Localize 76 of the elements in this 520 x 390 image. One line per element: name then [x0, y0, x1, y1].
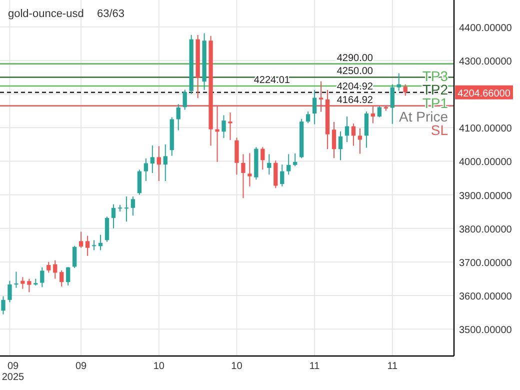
- candlestick: [60, 270, 64, 287]
- candlestick: [332, 121, 336, 159]
- text: gold-ounce-usd: [8, 8, 84, 20]
- y-tick-label: 3800.00000: [459, 224, 512, 236]
- ref-line-label: 4164.92: [336, 94, 374, 106]
- x-tick-label: 10: [153, 361, 165, 372]
- candlestick: [280, 164, 284, 187]
- candlestick: [53, 260, 58, 280]
- candlestick: [241, 154, 246, 199]
- candlestick: [130, 196, 136, 216]
- candlestick: [124, 196, 129, 222]
- candlestick: [85, 235, 90, 256]
- candlestick: [78, 231, 84, 248]
- candlestick: [111, 204, 116, 229]
- candlestick: [137, 169, 142, 196]
- y-tick-label: 4100.00000: [459, 124, 512, 135]
- candlestick: [260, 146, 265, 170]
- y-tick-label: 4300.00000: [459, 56, 512, 68]
- candlestick: [20, 276, 25, 290]
- text: 63/63: [97, 8, 125, 20]
- candlestick: [1, 296, 6, 315]
- candlestick: [222, 114, 226, 139]
- y-tick-label: 3700.00000: [459, 258, 512, 269]
- ref-line-label: 4290.00: [336, 52, 374, 64]
- x-tick-label: 09 2025: [2, 361, 25, 383]
- x-tick-label: 11: [309, 361, 320, 372]
- y-tick-label: 3500.00000: [459, 325, 512, 336]
- candlestick: [234, 137, 239, 176]
- x-tick-label: 09: [76, 361, 88, 372]
- candlestick: [267, 154, 272, 176]
- ref-line-label: 4224.01: [254, 74, 290, 86]
- x-tick-label: 11: [387, 361, 398, 372]
- ref-line-label: 4250.00: [336, 66, 374, 78]
- candlestick: [46, 261, 51, 274]
- candlestick: [318, 80, 324, 112]
- candlestick: [377, 106, 382, 118]
- candlestick: [40, 266, 44, 288]
- candlestick: [144, 158, 148, 182]
- candlestick: [306, 111, 310, 124]
- candlestick: [338, 130, 343, 161]
- candlestick: [344, 116, 350, 143]
- candlestick: [293, 152, 298, 167]
- candlestick: [364, 111, 369, 148]
- candlestick: [228, 112, 232, 141]
- x-tick-label: 10: [231, 361, 243, 372]
- candlestick: [66, 266, 70, 286]
- candlestick: [403, 84, 408, 96]
- candlestick: [358, 128, 362, 154]
- text: SL: [430, 122, 448, 138]
- candlestick: [27, 278, 32, 293]
- candlestick: [72, 245, 77, 269]
- candlestick: [396, 72, 401, 92]
- candlestick: [351, 123, 356, 146]
- candlestick: [182, 89, 187, 110]
- candlestick: [14, 271, 18, 288]
- candlestick: [104, 216, 110, 242]
- candlestick: [390, 84, 394, 124]
- candlestick: [163, 144, 168, 182]
- candlestick: [248, 152, 252, 187]
- y-tick-label: 4400.00000: [459, 22, 512, 34]
- text: TP2: [422, 82, 448, 98]
- candlestick: [156, 146, 161, 182]
- y-tick-label: 4000.00000: [459, 157, 512, 168]
- candlestick: [370, 106, 376, 124]
- candlestick: [8, 280, 12, 303]
- candlestick: [150, 144, 154, 174]
- candlestick: [274, 160, 278, 189]
- text: 4204.66000: [458, 88, 511, 100]
- annotation: At Price: [398, 108, 448, 125]
- candlestick: [286, 154, 291, 176]
- candlestick: [176, 104, 180, 131]
- y-tick-label: 3600.00000: [459, 292, 512, 303]
- y-tick-label: 3900.00000: [459, 190, 512, 202]
- candlestick: [312, 90, 317, 125]
- candlestick: [215, 106, 220, 162]
- candlestick: [92, 240, 96, 251]
